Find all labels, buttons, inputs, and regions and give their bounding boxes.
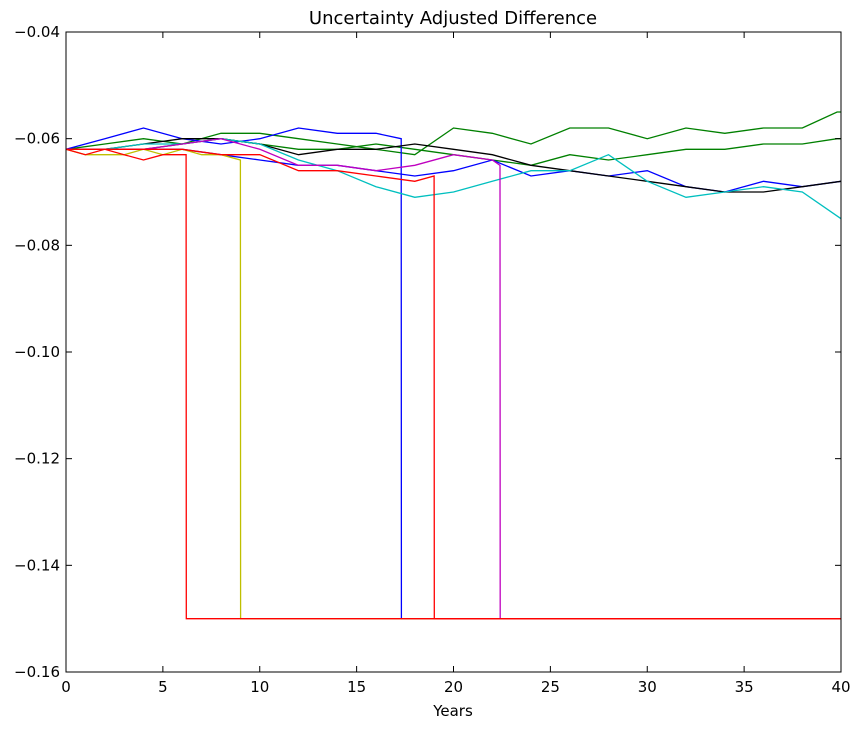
plot-lines [65,111,842,620]
y-tick-label: −0.04 [14,23,60,41]
series-line-2 [66,138,841,166]
series-line-5 [66,138,842,193]
x-axis-label: Years [432,702,473,720]
series-line-4 [66,148,842,193]
x-tick-label: 35 [735,678,754,696]
x-tick-label: 40 [831,678,850,696]
y-tick-label: −0.14 [14,556,60,574]
y-tick-label: −0.12 [14,450,60,468]
x-tick-label: 20 [444,678,463,696]
series-line-7 [66,138,841,620]
chart-title: Uncertainty Adjusted Difference [309,8,597,29]
y-tick-label: −0.08 [14,236,60,254]
x-tick-label: 0 [61,678,71,696]
x-tick-label: 5 [158,678,168,696]
series-line-6 [66,138,842,220]
series-line-8 [65,148,841,620]
series-line-3 [65,127,841,620]
x-tick-label: 15 [347,678,366,696]
series-line-9 [65,148,841,620]
x-tick-label: 10 [250,678,269,696]
series-line-1 [65,111,841,156]
y-tick-label: −0.16 [14,663,60,681]
x-axis: 0 5 10 15 20 25 30 35 40 [61,32,851,696]
y-axis: −0.16 −0.14 −0.12 −0.10 −0.08 −0.06 −0.04 [14,23,841,681]
y-tick-label: −0.06 [14,130,60,148]
x-tick-label: 30 [638,678,657,696]
series-line-10 [66,148,841,620]
x-tick-label: 25 [541,678,560,696]
y-tick-label: −0.10 [14,343,60,361]
